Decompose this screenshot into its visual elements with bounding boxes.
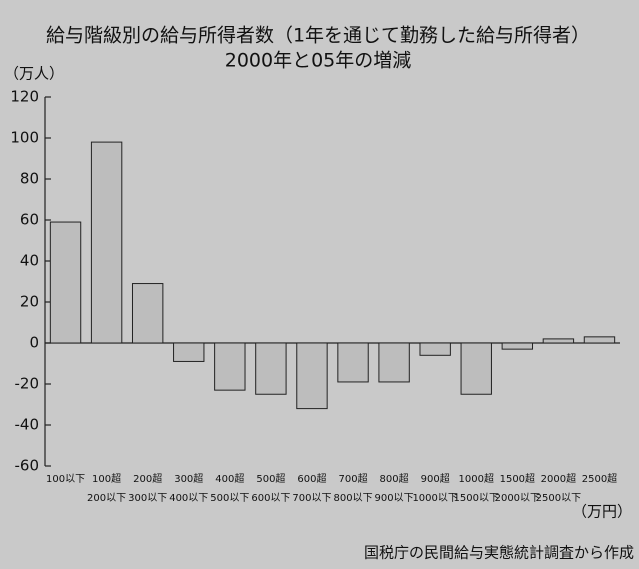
bar xyxy=(378,342,410,383)
y-tick-label: 60 xyxy=(20,211,39,229)
source-note: 国税庁の民間給与実態統計調査から作成 xyxy=(364,544,634,562)
x-tick-label: 800以下 xyxy=(333,493,372,504)
y-tick-label: 100 xyxy=(10,129,39,147)
x-tick-label: 2000以下 xyxy=(495,493,540,504)
y-tick-label: -20 xyxy=(15,375,40,393)
bar xyxy=(583,336,616,344)
x-tick-label: 400超 xyxy=(215,472,244,485)
bar xyxy=(90,141,123,344)
chart-subtitle: 2000年と05年の増減 xyxy=(225,50,412,72)
x-tick-label: 300以下 xyxy=(128,493,167,504)
x-tick-label: 2500以下 xyxy=(536,493,581,504)
x-tick-label: 200以下 xyxy=(87,493,126,504)
x-tick-label: 200超 xyxy=(133,472,162,485)
y-tick-label: 120 xyxy=(10,88,39,106)
x-tick-label: 1500以下 xyxy=(454,493,499,504)
bar xyxy=(214,342,246,391)
x-tick-label: 100以下 xyxy=(46,474,85,485)
bar xyxy=(419,342,451,356)
y-tick-label: 20 xyxy=(20,293,39,311)
x-tick-label: 1000超 xyxy=(459,472,494,485)
chart-title: 給与階級別の給与所得者数（1年を通じて勤務した給与所得者） xyxy=(46,25,590,47)
bar xyxy=(501,342,534,350)
x-tick-label: 2500超 xyxy=(582,472,617,485)
bar xyxy=(173,342,205,362)
x-tick-label: 2000超 xyxy=(541,472,576,485)
bar xyxy=(255,342,287,395)
x-tick-label: 600超 xyxy=(297,472,326,485)
bar xyxy=(460,342,492,395)
x-tick-label: 600以下 xyxy=(251,493,290,504)
x-tick-label: 700超 xyxy=(338,472,367,485)
y-tick-label: -60 xyxy=(15,457,40,475)
x-tick-label: 900超 xyxy=(421,472,450,485)
y-tick-label: -40 xyxy=(15,416,40,434)
x-tick-label: 700以下 xyxy=(292,493,331,504)
bar xyxy=(337,342,369,383)
x-tick-label: 1000以下 xyxy=(412,493,457,504)
y-tick-label: 0 xyxy=(29,334,39,352)
x-tick-label: 800超 xyxy=(380,472,409,485)
bar xyxy=(131,283,164,344)
x-tick-label: 300超 xyxy=(174,472,203,485)
x-axis-label: （万円） xyxy=(572,503,632,521)
x-tick-label: 1500超 xyxy=(500,472,535,485)
y-tick-label: 40 xyxy=(20,252,39,270)
x-tick-label: 500以下 xyxy=(210,493,249,504)
bar xyxy=(49,221,82,344)
y-axis-label: （万人） xyxy=(4,65,64,83)
y-tick-label: 80 xyxy=(20,170,39,188)
bar xyxy=(296,342,328,410)
x-tick-label: 100超 xyxy=(92,472,121,485)
x-tick-label: 400以下 xyxy=(169,493,208,504)
x-tick-label: 500超 xyxy=(256,472,285,485)
x-tick-label: 900以下 xyxy=(375,493,414,504)
bar xyxy=(542,338,575,344)
